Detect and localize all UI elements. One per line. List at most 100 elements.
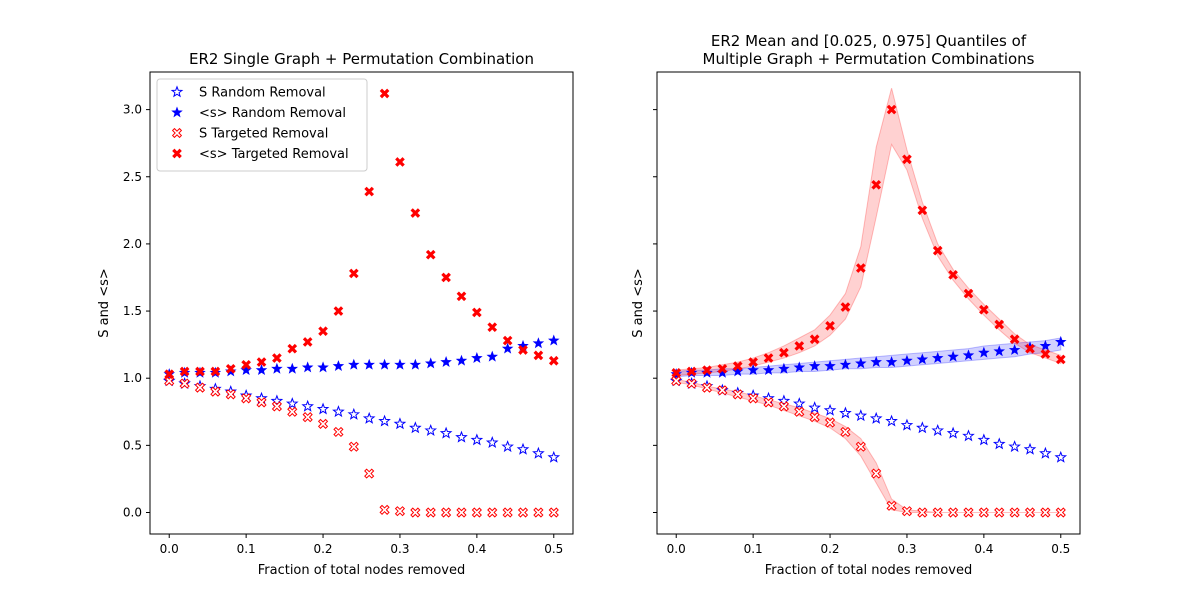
data-point <box>902 154 912 165</box>
data-point <box>900 418 914 431</box>
data-point <box>871 179 882 190</box>
data-point <box>1009 507 1020 518</box>
data-point <box>792 397 806 410</box>
data-point <box>854 409 868 422</box>
data-point <box>455 354 468 366</box>
data-point <box>532 446 545 459</box>
data-point <box>962 429 975 442</box>
data-point <box>548 507 559 518</box>
data-point <box>979 304 989 315</box>
data-point <box>548 355 559 366</box>
data-point <box>456 507 467 518</box>
data-point <box>916 353 929 365</box>
data-point <box>748 357 758 367</box>
data-point <box>794 341 805 351</box>
legend-item: S Targeted Removal <box>171 127 328 142</box>
legend-item: <s> Targeted Removal <box>172 147 349 162</box>
data-point <box>502 335 513 346</box>
data-point <box>1039 339 1052 351</box>
data-point <box>808 360 821 372</box>
data-point <box>317 418 329 429</box>
data-point <box>347 407 361 420</box>
data-point <box>839 358 852 370</box>
x-tick-label: 0.1 <box>237 542 256 556</box>
data-point <box>317 361 329 373</box>
data-point <box>1040 349 1051 359</box>
legend-item: <s> Random Removal <box>171 106 346 121</box>
data-point <box>962 349 975 361</box>
data-point <box>886 500 897 511</box>
data-point <box>686 366 697 377</box>
data-point <box>256 357 267 367</box>
data-point <box>793 361 806 373</box>
legend-marker <box>171 127 183 139</box>
data-point <box>1055 354 1066 365</box>
data-point <box>885 414 898 427</box>
legend: S Random Removal <s> Random Removal S Targ… <box>156 78 368 172</box>
series-3 <box>164 88 559 380</box>
data-point <box>225 389 236 400</box>
x-tick-label: 0.5 <box>544 542 563 556</box>
data-point <box>717 385 728 396</box>
data-point <box>256 397 267 408</box>
data-point <box>378 358 391 370</box>
x-tick-label: 0.3 <box>390 542 409 556</box>
data-point <box>379 504 390 515</box>
data-point <box>363 358 375 370</box>
data-point <box>425 249 436 260</box>
data-point <box>501 342 514 354</box>
data-point <box>255 364 268 376</box>
data-point <box>963 288 974 299</box>
data-point <box>547 450 561 463</box>
data-point <box>869 411 883 424</box>
data-point <box>947 507 959 518</box>
data-point <box>701 382 713 393</box>
data-point <box>287 406 298 417</box>
data-point <box>855 357 867 369</box>
data-point <box>1008 440 1021 453</box>
series-2 <box>671 375 1066 518</box>
data-point <box>456 291 467 302</box>
data-point <box>840 426 851 438</box>
data-point <box>441 272 451 283</box>
data-point <box>409 358 422 370</box>
legend-marker <box>171 106 183 118</box>
data-point <box>1039 446 1052 459</box>
legend-label: <s> Random Removal <box>199 106 346 121</box>
y-axis-label: S and <s> <box>97 268 112 338</box>
data-point <box>301 361 314 373</box>
data-point <box>487 322 498 332</box>
data-point <box>1055 507 1066 518</box>
data-point <box>318 326 328 337</box>
data-point <box>732 361 743 371</box>
plot-frame <box>149 71 574 535</box>
data-point <box>901 506 913 517</box>
x-axis-label: Fraction of total nodes removed <box>258 563 466 578</box>
data-point <box>332 360 345 372</box>
data-point <box>762 364 775 376</box>
x-tick-label: 0.2 <box>313 542 332 556</box>
data-point <box>1055 335 1067 347</box>
data-point <box>1024 507 1036 518</box>
data-point <box>301 399 314 412</box>
data-point <box>302 412 313 423</box>
data-point <box>240 364 252 376</box>
data-point <box>809 412 820 423</box>
data-point <box>410 507 421 518</box>
y-tick-label: 3.0 <box>123 103 142 117</box>
data-point <box>164 375 175 387</box>
y-tick-label: 0.5 <box>123 438 142 452</box>
data-point <box>1025 343 1035 354</box>
data-point <box>287 343 298 354</box>
y-tick-label: 1.0 <box>123 371 142 385</box>
data-point <box>424 423 438 436</box>
x-tick-label: 0.1 <box>744 542 763 556</box>
x-tick-label: 0.2 <box>820 542 839 556</box>
plot-frame <box>656 71 1081 535</box>
series-2 <box>164 375 559 518</box>
data-point <box>378 414 391 427</box>
data-point <box>333 306 344 316</box>
data-point <box>501 440 514 453</box>
data-point <box>732 389 743 400</box>
data-point <box>394 506 406 517</box>
